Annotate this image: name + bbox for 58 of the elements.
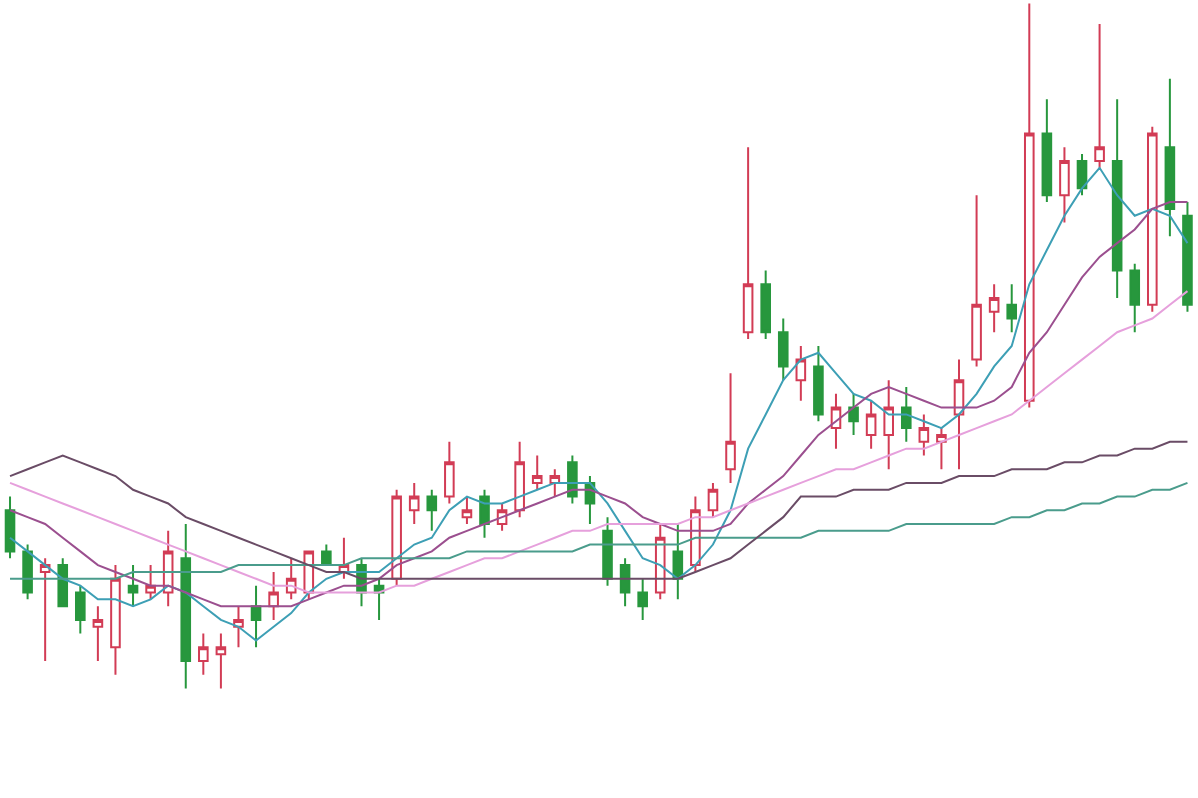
candlestick <box>1164 77 1176 238</box>
candlestick <box>1182 201 1193 313</box>
candlestick <box>830 392 842 450</box>
candlestick <box>461 495 473 525</box>
candlestick <box>1111 98 1123 299</box>
candlestick <box>4 495 16 560</box>
candlestick <box>22 543 33 601</box>
candlestick <box>707 481 719 519</box>
candlestick <box>233 605 244 649</box>
candlestick <box>57 557 69 608</box>
candlestick <box>848 392 859 436</box>
candlestick <box>619 557 631 608</box>
candlestick <box>127 564 139 608</box>
candlestick <box>936 427 947 471</box>
candlestick <box>215 632 227 690</box>
candlestick <box>549 468 561 498</box>
candlestick <box>953 358 965 471</box>
candlestick <box>1059 146 1070 224</box>
candlestick <box>777 317 789 382</box>
candlestick <box>285 557 297 601</box>
candlestick <box>602 516 613 587</box>
candlestick <box>444 440 455 505</box>
candlestick <box>988 283 1000 334</box>
candlestick <box>1094 22 1105 169</box>
candlestick <box>742 146 754 341</box>
candlestick <box>760 269 771 341</box>
candlestick <box>75 584 86 635</box>
candlestick <box>250 584 262 649</box>
candlestick <box>145 564 156 601</box>
candlestick <box>813 344 824 423</box>
candlestick <box>514 440 525 519</box>
candlestick <box>883 379 894 471</box>
candlestick <box>900 386 912 443</box>
candlestick <box>321 543 332 567</box>
candlestick <box>672 523 684 601</box>
candlestick <box>479 488 490 539</box>
candlestick <box>725 372 736 484</box>
candlestick <box>408 481 420 525</box>
candlestick <box>1147 125 1158 313</box>
candlestick <box>373 577 385 621</box>
candlestick <box>531 454 543 491</box>
candlestick <box>426 488 438 532</box>
candlestick <box>39 557 51 662</box>
candlestick <box>162 529 174 608</box>
candlestick <box>268 570 279 621</box>
candlestick <box>1006 283 1018 334</box>
candlestick <box>1041 98 1053 204</box>
candlestick <box>918 413 930 457</box>
candlestick <box>198 632 209 676</box>
candlestick <box>865 399 877 450</box>
candlestick <box>971 194 982 368</box>
candlestick <box>1129 262 1141 334</box>
candlestick <box>637 577 648 621</box>
candlestick <box>391 488 402 587</box>
candlestick <box>180 523 192 690</box>
candlestick <box>92 605 104 662</box>
candlestick <box>795 344 807 402</box>
candlestick <box>110 564 121 676</box>
